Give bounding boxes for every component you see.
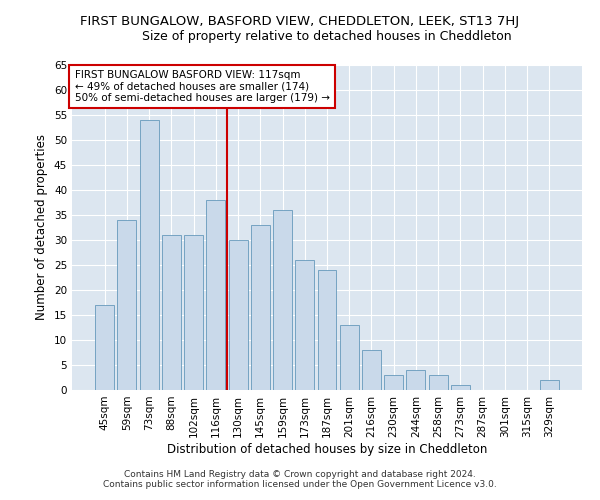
Bar [540,380,559,390]
Bar [406,370,425,390]
Bar [206,200,225,390]
Y-axis label: Number of detached properties: Number of detached properties [35,134,49,320]
Bar [229,240,248,390]
Title: Size of property relative to detached houses in Cheddleton: Size of property relative to detached ho… [142,30,512,43]
Text: FIRST BUNGALOW, BASFORD VIEW, CHEDDLETON, LEEK, ST13 7HJ: FIRST BUNGALOW, BASFORD VIEW, CHEDDLETON… [80,15,520,28]
Bar [162,235,181,390]
Bar [384,375,403,390]
X-axis label: Distribution of detached houses by size in Cheddleton: Distribution of detached houses by size … [167,442,487,456]
Bar [184,235,203,390]
Bar [273,210,292,390]
Bar [362,350,381,390]
Text: FIRST BUNGALOW BASFORD VIEW: 117sqm
← 49% of detached houses are smaller (174)
5: FIRST BUNGALOW BASFORD VIEW: 117sqm ← 49… [74,70,329,103]
Bar [429,375,448,390]
Bar [317,270,337,390]
Text: Contains HM Land Registry data © Crown copyright and database right 2024.
Contai: Contains HM Land Registry data © Crown c… [103,470,497,489]
Bar [95,305,114,390]
Bar [251,225,270,390]
Bar [340,325,359,390]
Bar [451,385,470,390]
Bar [295,260,314,390]
Bar [140,120,158,390]
Bar [118,220,136,390]
